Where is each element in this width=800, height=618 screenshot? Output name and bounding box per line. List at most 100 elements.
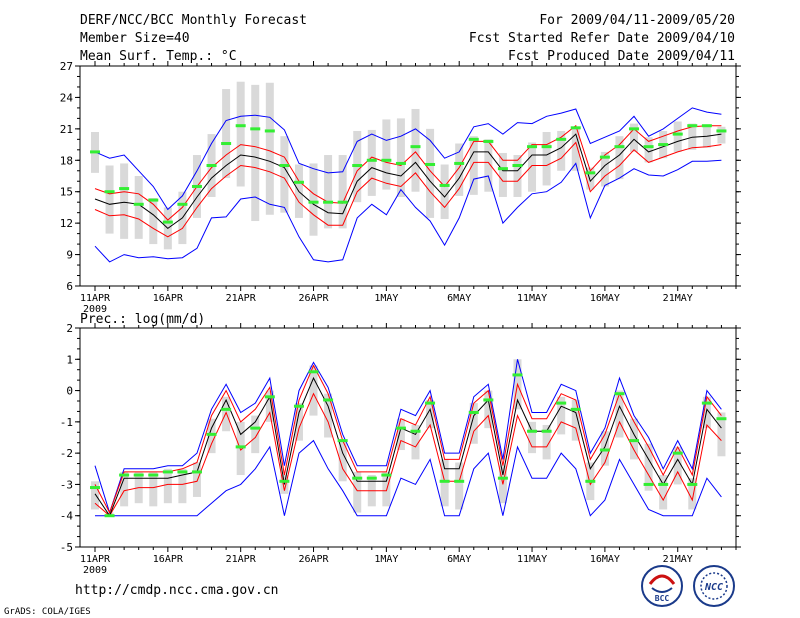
ncc-logo: NCC bbox=[693, 565, 735, 607]
x-year-label: 2009 bbox=[83, 565, 107, 576]
ensemble-box bbox=[513, 155, 522, 197]
ensemble-box bbox=[251, 415, 260, 454]
x-tick-label: 26APR bbox=[298, 554, 329, 565]
observed-mark bbox=[643, 145, 654, 149]
ensemble-box bbox=[251, 84, 260, 222]
x-tick-label: 11APR bbox=[80, 554, 111, 565]
observed-mark bbox=[425, 162, 436, 166]
observed-mark bbox=[629, 439, 640, 443]
ensemble-box bbox=[309, 163, 318, 236]
ncc-logo-ring bbox=[693, 565, 735, 607]
x-tick-label: 16APR bbox=[153, 554, 184, 565]
ensemble-box bbox=[557, 130, 566, 171]
ensemble-box bbox=[222, 89, 231, 179]
observed-mark bbox=[191, 470, 202, 474]
observed-mark bbox=[90, 150, 100, 154]
observed-mark bbox=[687, 482, 698, 486]
observed-mark bbox=[629, 127, 640, 131]
observed-mark bbox=[672, 451, 683, 455]
y-tick-label: -3 bbox=[60, 478, 73, 491]
ensemble-box bbox=[688, 478, 697, 510]
precipitation-panel: -5 -4 -3 -2 -1 0 1 2 11APR 16APR 21APR 26APR 1MAY 6MA… bbox=[60, 322, 741, 576]
observed-mark bbox=[716, 417, 727, 421]
y-tick-label: -1 bbox=[60, 416, 73, 429]
y-tick-label: 18 bbox=[60, 154, 73, 167]
observed-mark bbox=[221, 142, 232, 146]
observed-mark bbox=[410, 145, 421, 149]
x-tick-label: 11APR bbox=[80, 293, 111, 304]
ncc-logo-globe bbox=[700, 572, 728, 600]
observed-mark bbox=[177, 470, 188, 474]
ensemble-box bbox=[426, 399, 435, 429]
observed-mark bbox=[104, 190, 115, 194]
ensemble-box bbox=[309, 365, 318, 416]
y-tick-label: 6 bbox=[66, 280, 73, 293]
ensemble-box bbox=[265, 390, 274, 422]
observed-mark bbox=[497, 476, 508, 480]
ensemble-box bbox=[411, 108, 420, 192]
observed-mark bbox=[483, 139, 494, 143]
chart-title: DERF/NCC/BCC Monthly Forecast bbox=[80, 13, 307, 28]
ensemble-box bbox=[644, 443, 653, 491]
observed-mark bbox=[381, 473, 392, 477]
ensemble-box bbox=[367, 129, 376, 196]
ensemble-min-line bbox=[94, 159, 722, 263]
ensemble-box bbox=[338, 155, 347, 229]
ensemble-box bbox=[163, 468, 172, 504]
y-tick-label: 1 bbox=[66, 353, 73, 366]
observed-mark bbox=[570, 407, 581, 411]
x-tick-label: 6MAY bbox=[447, 293, 471, 304]
ensemble-box bbox=[717, 412, 726, 457]
ensemble-box bbox=[149, 198, 158, 245]
observed-mark bbox=[206, 164, 217, 168]
observed-mark bbox=[279, 164, 290, 168]
observed-mark bbox=[381, 158, 392, 162]
observed-mark bbox=[177, 202, 188, 206]
plot-frame bbox=[79, 65, 737, 287]
ensemble-box bbox=[120, 163, 129, 239]
source-url: http://cmdp.ncc.cma.gov.cn bbox=[75, 583, 279, 598]
lower-spread-line bbox=[94, 392, 722, 517]
ensemble-box bbox=[192, 462, 201, 497]
x-tick-label: 11MAY bbox=[517, 293, 547, 304]
ensemble-box bbox=[673, 121, 682, 152]
ensemble-box bbox=[600, 431, 609, 466]
ensemble-box bbox=[222, 396, 231, 432]
observed-mark bbox=[395, 426, 406, 430]
observed-mark bbox=[250, 426, 261, 430]
grads-credit: GrADS: COLA/IGES bbox=[4, 607, 91, 617]
observed-mark bbox=[468, 410, 479, 414]
observed-mark bbox=[148, 198, 159, 202]
ensemble-box bbox=[338, 440, 347, 482]
observed-mark bbox=[235, 124, 246, 128]
ensemble-box bbox=[615, 136, 624, 180]
ensemble-box bbox=[528, 421, 537, 454]
x-tick-label: 1MAY bbox=[374, 554, 398, 565]
ensemble-box bbox=[178, 468, 187, 504]
observed-mark bbox=[585, 479, 596, 483]
x-tick-label: 21APR bbox=[226, 293, 257, 304]
observed-mark bbox=[293, 404, 304, 408]
forecast-produced-date: Fcst Produced Date 2009/04/11 bbox=[508, 49, 735, 64]
observed-mark bbox=[672, 132, 683, 136]
observed-mark bbox=[454, 161, 465, 165]
observed-mark bbox=[483, 398, 494, 402]
temperature-panel: 6 9 12 15 18 21 24 27 11APR 16APR 21APR 26APR 1MAY 6M… bbox=[60, 60, 741, 315]
plot-frame bbox=[79, 327, 737, 548]
ensemble-box bbox=[484, 390, 493, 429]
x-tick-label: 16MAY bbox=[590, 293, 620, 304]
ensemble-box bbox=[105, 165, 114, 234]
observed-mark bbox=[119, 187, 130, 191]
observed-mark bbox=[264, 129, 275, 133]
lower-spread-line bbox=[94, 141, 722, 238]
ensemble-box bbox=[528, 142, 537, 192]
observed-mark bbox=[410, 429, 421, 433]
ensemble-box bbox=[91, 481, 99, 510]
ensemble-box bbox=[134, 176, 143, 239]
ensemble-box bbox=[207, 418, 216, 454]
observed-mark bbox=[337, 200, 348, 204]
ensemble-box bbox=[571, 127, 580, 171]
y-tick-label: 15 bbox=[60, 186, 73, 199]
observed-mark bbox=[162, 470, 173, 474]
observed-mark bbox=[614, 145, 625, 149]
